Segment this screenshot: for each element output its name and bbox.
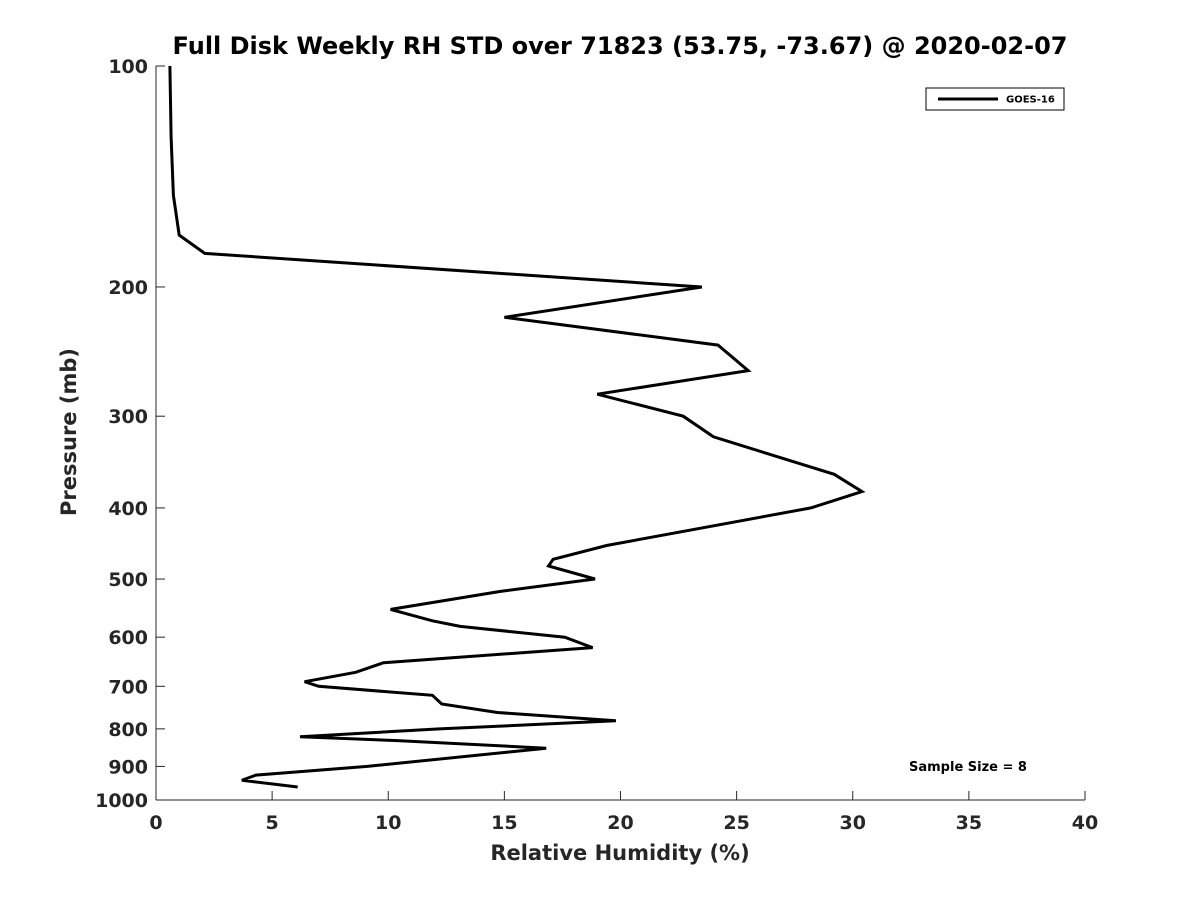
x-tick-label: 5 bbox=[266, 812, 279, 834]
y-tick-label: 200 bbox=[108, 277, 148, 299]
x-tick-label: 0 bbox=[149, 812, 162, 834]
axes bbox=[155, 66, 1085, 801]
y-tick-label: 800 bbox=[108, 719, 148, 741]
legend: GOES-16 bbox=[925, 87, 1065, 111]
x-tick-label: 30 bbox=[840, 812, 866, 834]
x-tick-label: 40 bbox=[1072, 812, 1098, 834]
y-tick-label: 500 bbox=[108, 569, 148, 591]
series-line-goes-16 bbox=[168, 65, 866, 789]
sample-size-annotation: Sample Size = 8 bbox=[909, 760, 1027, 775]
y-tick-label: 300 bbox=[108, 406, 148, 428]
x-tick-label: 15 bbox=[491, 812, 517, 834]
x-tick-label: 20 bbox=[607, 812, 633, 834]
y-tick-label: 600 bbox=[108, 627, 148, 649]
y-tick-label: 400 bbox=[108, 498, 148, 520]
chart-title: Full Disk Weekly RH STD over 71823 (53.7… bbox=[173, 32, 1068, 60]
y-tick-label: 1000 bbox=[95, 790, 148, 812]
y-tick-label: 900 bbox=[108, 756, 148, 778]
x-tick-label: 35 bbox=[956, 812, 982, 834]
x-axis-title: Relative Humidity (%) bbox=[490, 841, 749, 865]
legend-label: GOES-16 bbox=[1006, 95, 1055, 106]
x-tick-label: 25 bbox=[723, 812, 749, 834]
y-tick-label: 700 bbox=[108, 676, 148, 698]
y-tick-label: 100 bbox=[108, 56, 148, 78]
plot-area bbox=[168, 65, 866, 789]
y-axis-title: Pressure (mb) bbox=[57, 348, 81, 516]
x-tick-label: 10 bbox=[375, 812, 401, 834]
ticks: 0 5 10 15 20 25 30 35 40 100 200 300 400 500 600 700 800… bbox=[95, 56, 1098, 834]
